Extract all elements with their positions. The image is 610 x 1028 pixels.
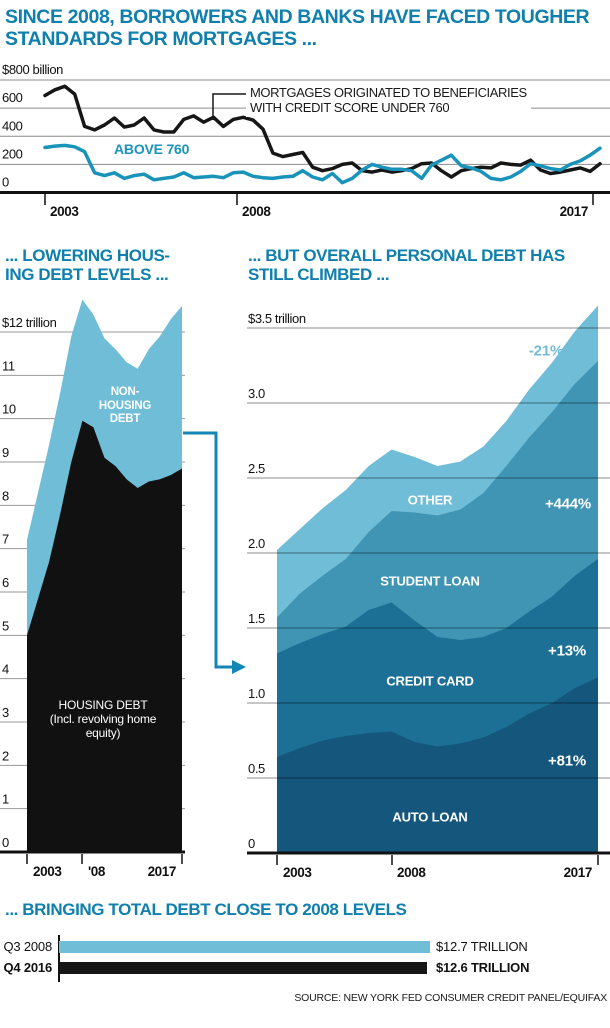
housing-debt-title-line1: ... LOWERING HOUS-: [5, 246, 170, 265]
svg-text:1.0: 1.0: [248, 686, 265, 701]
housing-debt-title: ... LOWERING HOUS- ING DEBT LEVELS ...: [5, 246, 190, 284]
svg-text:2008: 2008: [397, 865, 426, 880]
svg-text:2: 2: [2, 748, 9, 763]
callout-line2: WITH CREDIT SCORE UNDER 760: [250, 100, 450, 115]
svg-text:$12 trillion: $12 trillion: [2, 315, 57, 330]
svg-text:9: 9: [2, 445, 9, 460]
personal-debt-title-line1: ... BUT OVERALL PERSONAL DEBT HAS: [248, 246, 565, 265]
under-760-callout: MORTGAGES ORIGINATED TO BENEFICIARIES WI…: [246, 84, 531, 117]
svg-text:2017: 2017: [560, 204, 588, 219]
svg-text:6: 6: [2, 575, 9, 590]
personal-debt-title: ... BUT OVERALL PERSONAL DEBT HAS STILL …: [248, 246, 603, 284]
svg-text:2003: 2003: [50, 204, 79, 219]
bar-label-q4-2016: Q4 2016: [3, 960, 53, 975]
page-title-line1: SINCE 2008, BORROWERS AND BANKS HAVE FAC…: [5, 6, 590, 28]
bar-q4-2016: [59, 962, 427, 974]
svg-text:2.0: 2.0: [248, 536, 265, 551]
svg-text:400: 400: [2, 118, 23, 133]
non-housing-debt-label: NON-HOUSING DEBT: [98, 386, 152, 426]
svg-text:8: 8: [2, 488, 9, 503]
callout-line1: MORTGAGES ORIGINATED TO BENEFICIARIES: [250, 85, 527, 100]
svg-text:2003: 2003: [33, 864, 62, 879]
auto-loan-change-label: +81%: [548, 752, 586, 770]
svg-text:7: 7: [2, 532, 9, 547]
svg-text:0: 0: [2, 835, 9, 850]
above-760-series-label: ABOVE 760: [114, 141, 190, 157]
svg-text:$800 billion: $800 billion: [2, 62, 63, 77]
connector-arrow: [183, 431, 246, 674]
svg-text:200: 200: [2, 146, 23, 161]
personal-debt-title-line2: STILL CLIMBED ...: [248, 265, 390, 285]
source-credit: SOURCE: NEW YORK FED CONSUMER CREDIT PAN…: [294, 992, 607, 1004]
svg-text:1.5: 1.5: [248, 611, 265, 626]
svg-text:4: 4: [2, 662, 9, 677]
svg-text:2.5: 2.5: [248, 461, 265, 476]
other-change-label: -21%: [528, 342, 564, 360]
svg-text:0: 0: [2, 175, 9, 190]
total-debt-title: ... BRINGING TOTAL DEBT CLOSE TO 2008 LE…: [5, 900, 407, 919]
svg-text:3.0: 3.0: [248, 386, 265, 401]
credit-card-change-label: +13%: [548, 642, 586, 660]
student-loan-change-label: +444%: [544, 495, 592, 513]
svg-text:1: 1: [2, 792, 9, 807]
mortgage-originations-chart: $800 billion 600 400 200 0 2003 2008 2017: [0, 62, 610, 219]
credit-card-label: CREDIT CARD: [386, 673, 474, 689]
bar-chart-axis: [58, 935, 60, 982]
svg-text:0.5: 0.5: [248, 761, 265, 776]
svg-text:600: 600: [2, 90, 23, 105]
svg-text:$3.5 trillion: $3.5 trillion: [248, 311, 306, 326]
personal-debt-chart: $3.5 trillion 3.0 2.5 2.0 1.5 1.0 0.5 0 2003 2008…: [247, 305, 610, 880]
page-title-line2: STANDARDS FOR MORTGAGES ...: [5, 27, 317, 50]
svg-text:2017: 2017: [148, 864, 176, 879]
svg-text:10: 10: [2, 402, 16, 417]
other-label: OTHER: [407, 492, 453, 508]
svg-text:0: 0: [248, 836, 255, 851]
svg-text:5: 5: [2, 618, 9, 633]
svg-text:2017: 2017: [564, 865, 592, 880]
svg-text:2003: 2003: [283, 865, 312, 880]
bar-q3-2008: [59, 941, 430, 953]
student-loan-label: STUDENT LOAN: [380, 573, 480, 589]
svg-text:2008: 2008: [242, 204, 271, 219]
page-title: SINCE 2008, BORROWERS AND BANKS HAVE FAC…: [5, 6, 605, 51]
svg-text:11: 11: [2, 358, 15, 373]
bar-value-q4-2016: $12.6 TRILLION: [436, 960, 530, 975]
auto-loan-label: AUTO LOAN: [392, 809, 468, 825]
svg-text:'08: '08: [88, 864, 106, 879]
bar-value-q3-2008: $12.7 TRILLION: [436, 939, 528, 954]
bar-label-q3-2008: Q3 2008: [3, 939, 53, 954]
housing-debt-title-line2: ING DEBT LEVELS ...: [5, 265, 169, 285]
svg-text:3: 3: [2, 705, 9, 720]
housing-debt-label: HOUSING DEBT (Incl. revolving home equit…: [49, 698, 157, 741]
